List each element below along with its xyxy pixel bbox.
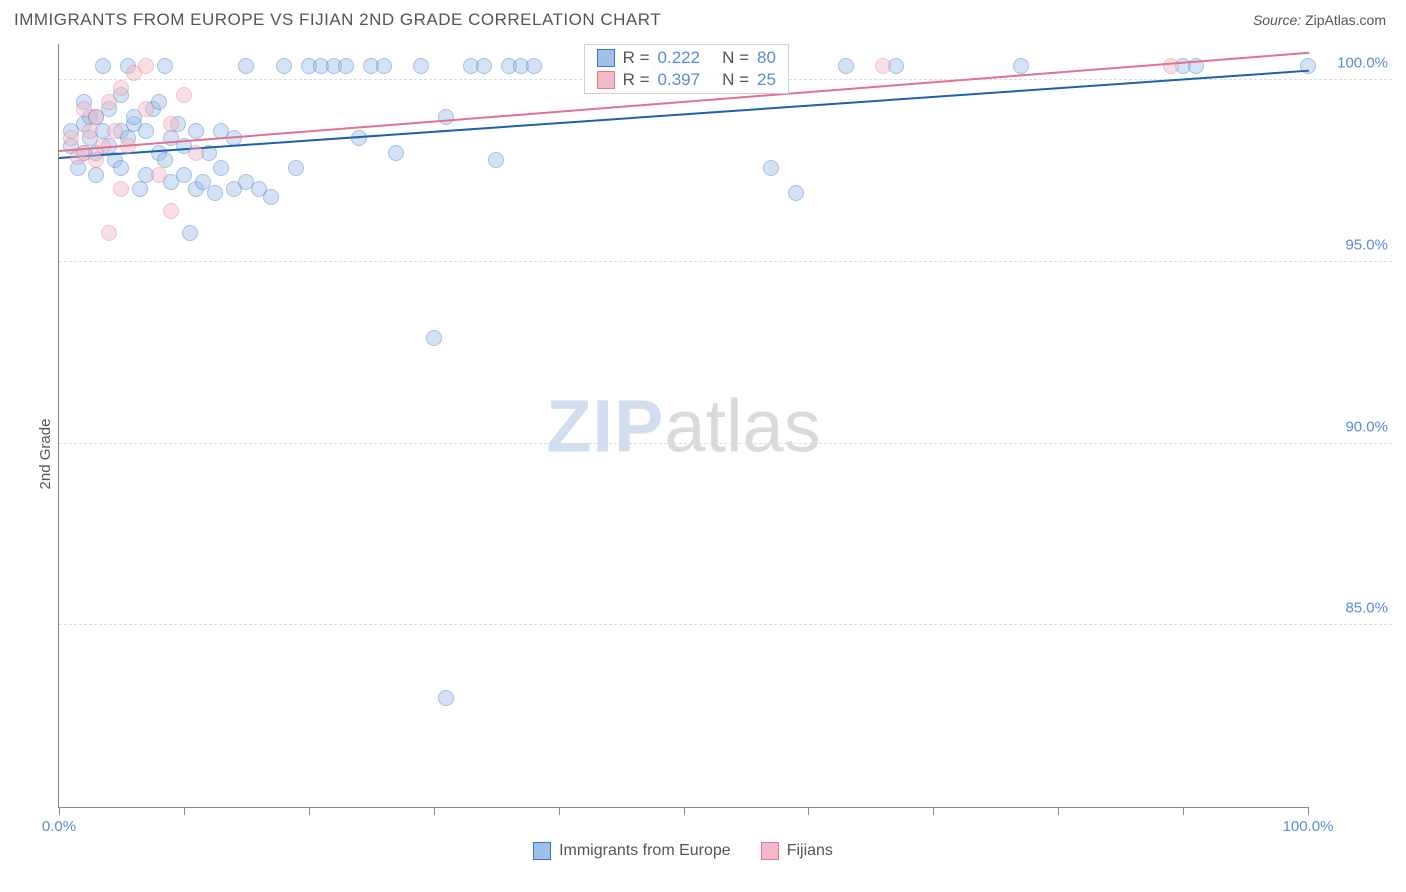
watermark: ZIPatlas (546, 383, 820, 468)
data-point (526, 58, 542, 74)
legend-item: Fijians (761, 842, 833, 860)
source-attribution: Source: ZipAtlas.com (1253, 12, 1386, 28)
stat-row: R = 0.222 N = 80 (585, 47, 788, 69)
data-point (101, 94, 117, 110)
x-tick-label: 100.0% (1283, 818, 1334, 835)
title-bar: IMMIGRANTS FROM EUROPE VS FIJIAN 2ND GRA… (0, 0, 1406, 36)
y-tick-label: 95.0% (1316, 237, 1388, 254)
data-point (488, 152, 504, 168)
data-point (207, 185, 223, 201)
data-point (1013, 58, 1029, 74)
legend-swatch (597, 71, 615, 89)
legend-swatch (597, 49, 615, 67)
data-point (426, 330, 442, 346)
data-point (113, 80, 129, 96)
bottom-legend: Immigrants from Europe Fijians (58, 838, 1308, 864)
data-point (138, 101, 154, 117)
x-tick (933, 807, 934, 815)
legend-label: Fijians (787, 842, 833, 860)
data-point (1163, 58, 1179, 74)
data-point (82, 123, 98, 139)
data-point (238, 58, 254, 74)
watermark-zip: ZIP (546, 384, 664, 467)
data-point (113, 160, 129, 176)
data-point (276, 58, 292, 74)
data-point (95, 58, 111, 74)
data-point (263, 189, 279, 205)
data-point (188, 123, 204, 139)
x-tick (1308, 807, 1309, 815)
data-point (151, 167, 167, 183)
data-point (213, 160, 229, 176)
r-label: R = (623, 70, 650, 90)
data-point (132, 181, 148, 197)
x-tick (684, 807, 685, 815)
x-tick-label: 0.0% (42, 818, 76, 835)
data-point (63, 130, 79, 146)
data-point (176, 87, 192, 103)
x-tick (184, 807, 185, 815)
x-tick (1183, 807, 1184, 815)
x-tick (309, 807, 310, 815)
data-point (338, 58, 354, 74)
chart-title: IMMIGRANTS FROM EUROPE VS FIJIAN 2ND GRA… (14, 10, 661, 30)
n-value: 80 (757, 48, 776, 68)
plot-area: ZIPatlas 85.0%90.0%95.0%100.0%0.0%100.0%… (58, 44, 1308, 808)
legend-swatch (761, 842, 779, 860)
watermark-atlas: atlas (664, 384, 820, 467)
data-point (413, 58, 429, 74)
stat-row: R = 0.397 N = 25 (585, 69, 788, 91)
gridline (59, 261, 1392, 262)
x-tick (559, 807, 560, 815)
data-point (763, 160, 779, 176)
data-point (157, 58, 173, 74)
x-tick (808, 807, 809, 815)
legend-item: Immigrants from Europe (533, 842, 731, 860)
r-label: R = (623, 48, 650, 68)
legend-swatch (533, 842, 551, 860)
r-value: 0.397 (658, 70, 701, 90)
data-point (438, 690, 454, 706)
data-point (88, 167, 104, 183)
data-point (788, 185, 804, 201)
data-point (138, 58, 154, 74)
data-point (88, 109, 104, 125)
data-point (113, 181, 129, 197)
data-point (107, 123, 123, 139)
data-point (163, 203, 179, 219)
source-label: Source: (1253, 12, 1301, 28)
data-point (476, 58, 492, 74)
data-point (138, 123, 154, 139)
data-point (176, 167, 192, 183)
data-point (388, 145, 404, 161)
data-point (838, 58, 854, 74)
source-value: ZipAtlas.com (1305, 12, 1386, 28)
n-value: 25 (757, 70, 776, 90)
y-tick-label: 85.0% (1316, 600, 1388, 617)
x-tick (59, 807, 60, 815)
legend-label: Immigrants from Europe (559, 842, 731, 860)
data-point (101, 225, 117, 241)
x-tick (434, 807, 435, 815)
data-point (351, 130, 367, 146)
y-tick-label: 100.0% (1316, 55, 1388, 72)
y-tick-label: 90.0% (1316, 418, 1388, 435)
data-point (163, 116, 179, 132)
r-value: 0.222 (658, 48, 701, 68)
gridline (59, 624, 1392, 625)
data-point (182, 225, 198, 241)
gridline (59, 443, 1392, 444)
data-point (288, 160, 304, 176)
correlation-stats-box: R = 0.222 N = 80 R = 0.397 N = 25 (584, 44, 789, 94)
data-point (376, 58, 392, 74)
data-point (875, 58, 891, 74)
data-point (438, 109, 454, 125)
y-axis-label: 2nd Grade (37, 419, 54, 490)
data-point (188, 145, 204, 161)
n-label: N = (722, 70, 749, 90)
data-point (88, 152, 104, 168)
x-tick (1058, 807, 1059, 815)
n-label: N = (722, 48, 749, 68)
chart-container: 2nd Grade ZIPatlas 85.0%90.0%95.0%100.0%… (14, 44, 1392, 864)
